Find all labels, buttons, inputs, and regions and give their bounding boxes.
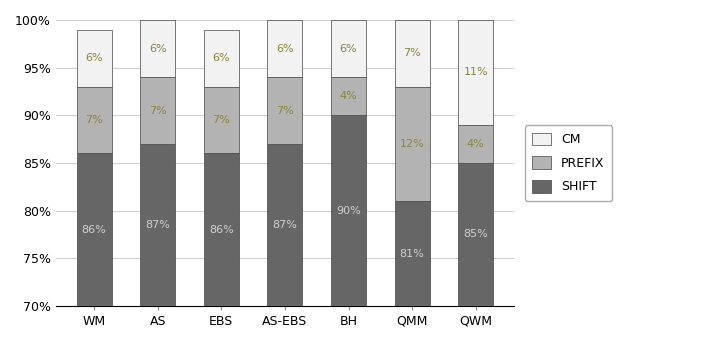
Text: 90%: 90% (336, 206, 361, 216)
Bar (267, 20, 303, 77)
Bar (140, 20, 175, 77)
Text: 4%: 4% (467, 139, 484, 149)
Bar (140, 144, 175, 343)
Text: 86%: 86% (209, 225, 234, 235)
Bar (77, 87, 112, 153)
Bar (458, 125, 493, 163)
Bar (331, 77, 366, 115)
Text: 7%: 7% (85, 115, 103, 125)
Bar (331, 20, 366, 77)
Bar (395, 20, 430, 87)
Text: 12%: 12% (400, 139, 425, 149)
Bar (331, 115, 366, 343)
Text: 6%: 6% (85, 53, 103, 63)
Text: 6%: 6% (339, 44, 357, 54)
Text: 4%: 4% (339, 91, 357, 101)
Text: 87%: 87% (272, 220, 297, 230)
Text: 6%: 6% (149, 44, 167, 54)
Text: 6%: 6% (212, 53, 230, 63)
Bar (140, 77, 175, 144)
Text: 85%: 85% (464, 229, 488, 239)
Bar (458, 163, 493, 343)
Bar (204, 153, 239, 343)
Bar (458, 20, 493, 125)
Text: 7%: 7% (276, 106, 294, 116)
Legend: CM, PREFIX, SHIFT: CM, PREFIX, SHIFT (525, 125, 612, 201)
Text: 87%: 87% (145, 220, 170, 230)
Bar (395, 201, 430, 343)
Text: 11%: 11% (464, 68, 488, 78)
Text: 7%: 7% (403, 48, 421, 58)
Bar (77, 29, 112, 87)
Bar (204, 87, 239, 153)
Bar (77, 153, 112, 343)
Bar (395, 87, 430, 201)
Bar (204, 29, 239, 87)
Text: 7%: 7% (149, 106, 167, 116)
Bar (267, 77, 303, 144)
Text: 81%: 81% (400, 249, 425, 259)
Text: 7%: 7% (212, 115, 230, 125)
Text: 86%: 86% (82, 225, 106, 235)
Text: 6%: 6% (276, 44, 294, 54)
Bar (267, 144, 303, 343)
